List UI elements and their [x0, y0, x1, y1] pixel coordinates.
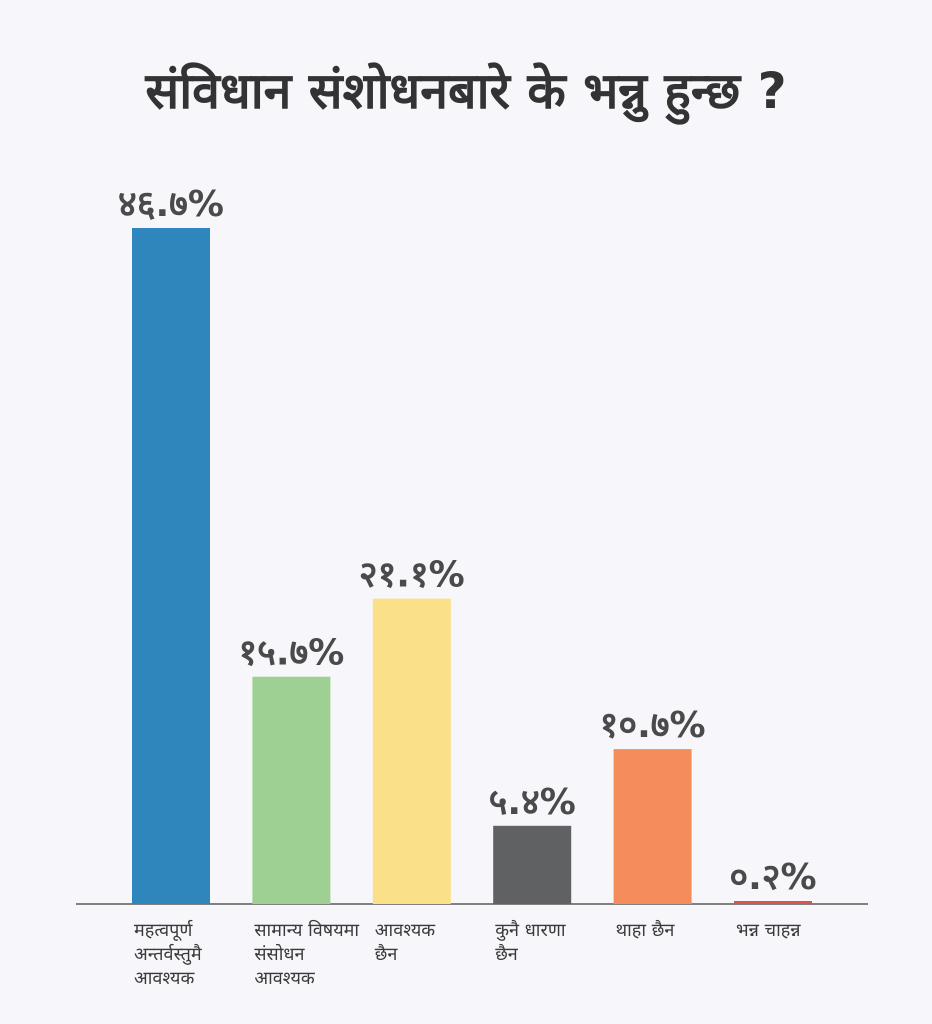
category-label-1-line-2: आवश्यक	[254, 968, 315, 989]
value-label-2: २१.१%	[359, 555, 465, 596]
category-label-2-line-1: छैन	[375, 943, 399, 965]
category-label-0-line-1: अन्तर्वस्तुमै	[134, 943, 203, 965]
category-label-1-line-0: सामान्य विषयमा	[254, 919, 359, 941]
value-label-5: ०.२%	[729, 857, 816, 898]
value-label-4: १०.७%	[600, 705, 706, 746]
category-label-2-line-0: आवश्यक	[375, 920, 436, 941]
bar-4	[613, 749, 692, 904]
category-label-3-line-1: छैन	[495, 943, 519, 965]
chart-title: संविधान संशोधनबारे के भन्नु हुन्छ ?	[145, 62, 787, 120]
value-label-0: ४६.७%	[118, 184, 224, 225]
category-label-0-line-0: महत्वपूर्ण	[134, 919, 193, 941]
bar-5	[734, 901, 812, 904]
category-label-3-line-0: कुनै धारणा	[495, 919, 566, 941]
bar-3	[493, 825, 572, 904]
value-label-3: ५.४%	[489, 782, 576, 823]
category-label-4-line-0: थाहा छैन	[616, 919, 676, 941]
bar-2	[372, 598, 451, 904]
category-label-1-line-1: संसोधन	[254, 943, 305, 965]
category-label-0-line-2: आवश्यक	[134, 968, 195, 989]
category-label-5-line-0: भन्न चाहन्न	[736, 920, 801, 941]
bar-0	[132, 228, 210, 904]
value-label-1: १५.७%	[238, 633, 344, 674]
bar-1	[252, 676, 331, 904]
